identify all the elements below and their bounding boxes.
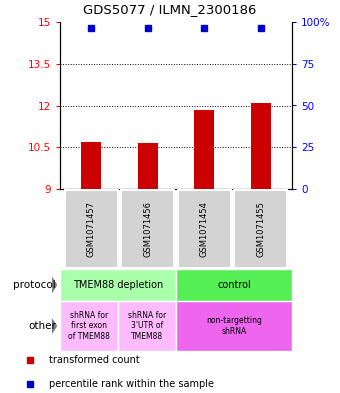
Text: shRNA for
first exon
of TMEM88: shRNA for first exon of TMEM88 (68, 311, 110, 341)
Bar (194, 110, 214, 189)
Bar (118, 301, 176, 351)
Text: TMEM88 depletion: TMEM88 depletion (73, 280, 163, 290)
Bar (60, 301, 118, 351)
Bar (138, 143, 158, 189)
Bar (60, 269, 176, 301)
Bar (251, 103, 271, 189)
Text: transformed count: transformed count (49, 355, 140, 365)
Text: GSM1071457: GSM1071457 (87, 201, 96, 257)
Bar (176, 269, 292, 301)
Text: protocol: protocol (13, 280, 56, 290)
Text: other: other (28, 321, 56, 331)
Polygon shape (51, 318, 56, 334)
Text: percentile rank within the sample: percentile rank within the sample (49, 379, 214, 389)
Text: control: control (217, 280, 251, 290)
Text: shRNA for
3'UTR of
TMEM88: shRNA for 3'UTR of TMEM88 (128, 311, 166, 341)
Bar (81, 142, 101, 189)
Bar (234, 190, 288, 268)
Text: GDS5077 / ILMN_2300186: GDS5077 / ILMN_2300186 (83, 3, 257, 16)
Bar (176, 301, 292, 351)
Bar (65, 190, 118, 268)
Text: GSM1071455: GSM1071455 (256, 201, 266, 257)
Bar (178, 190, 231, 268)
Text: non-targetting
shRNA: non-targetting shRNA (206, 316, 262, 336)
Bar (121, 190, 174, 268)
Polygon shape (51, 277, 56, 293)
Text: GSM1071454: GSM1071454 (200, 201, 209, 257)
Text: GSM1071456: GSM1071456 (143, 201, 152, 257)
